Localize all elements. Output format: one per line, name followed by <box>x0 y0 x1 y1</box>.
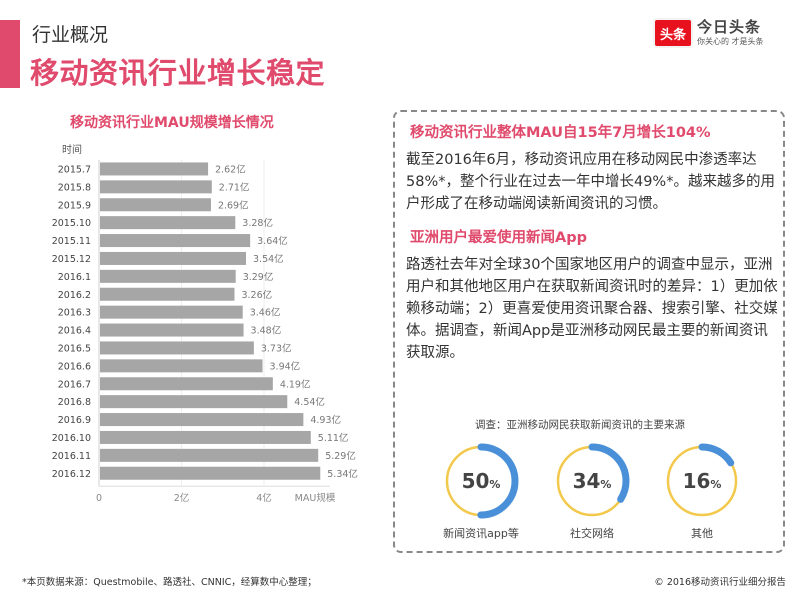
x-axis-title: MAU规模 <box>295 492 336 504</box>
donut-chart <box>443 443 519 519</box>
y-tick-label: 2016.1 <box>58 272 91 283</box>
bar-value-label: 4.19亿 <box>280 378 311 390</box>
bar <box>100 198 211 212</box>
y-tick-label: 2016.10 <box>52 433 91 444</box>
bar <box>100 234 251 248</box>
panel-heading-asia-users: 亚洲用户最爱使用新闻App <box>410 230 587 246</box>
bar <box>100 395 288 409</box>
bar-value-label: 5.11亿 <box>318 432 349 444</box>
donut-value-number: 34 <box>572 469 601 493</box>
bar-value-label: 4.93亿 <box>310 414 341 426</box>
bar-value-label: 3.64亿 <box>257 235 288 247</box>
survey-title: 调查：亚洲移动网民获取新闻资讯的主要来源 <box>475 419 685 431</box>
logo-name: 今日头条 <box>697 18 762 36</box>
donut-value-number: 50 <box>461 469 490 493</box>
y-tick-label: 2016.7 <box>58 379 91 390</box>
bar <box>100 162 209 176</box>
bar <box>100 251 247 265</box>
y-tick-label: 2016.5 <box>58 343 91 354</box>
bar-value-label: 3.26亿 <box>241 289 272 301</box>
y-tick-label: 2015.11 <box>52 236 91 247</box>
donut-label: 社交网络 <box>570 527 614 540</box>
y-tick-label: 2016.3 <box>58 308 91 319</box>
y-tick-label: 2016.11 <box>52 451 91 462</box>
y-tick-label: 2015.7 <box>58 164 91 175</box>
bar-value-label: 3.94亿 <box>270 360 301 372</box>
bar <box>100 323 244 337</box>
bar-value-label: 3.46亿 <box>250 307 281 319</box>
y-axis-title: 时间 <box>62 143 82 156</box>
bar-value-label: 2.69亿 <box>218 199 249 211</box>
donut-value-unit: % <box>600 478 612 491</box>
y-tick-label: 2016.9 <box>58 415 91 426</box>
logo-badge-icon: 头条 <box>655 20 691 46</box>
y-tick-label: 2015.8 <box>58 182 91 193</box>
donut-label: 新闻资讯app等 <box>443 527 519 540</box>
info-panel <box>393 110 785 553</box>
header-accent-bar <box>0 20 20 88</box>
bar-value-label: 2.62亿 <box>215 163 246 175</box>
bar-value-label: 4.54亿 <box>294 396 325 408</box>
donut-label: 其他 <box>691 527 713 540</box>
chart-title: 移动资讯行业MAU规模增长情况 <box>70 115 274 131</box>
section-label: 行业概况 <box>32 24 109 46</box>
bar-value-label: 2.71亿 <box>219 181 250 193</box>
bar-value-label: 3.73亿 <box>261 342 292 354</box>
bar <box>100 413 304 427</box>
donut-value-number: 16 <box>682 469 711 493</box>
donut-chart <box>554 443 630 519</box>
bar <box>100 287 235 301</box>
donut-chart <box>664 443 740 519</box>
y-tick-label: 2016.12 <box>52 469 91 480</box>
donut-arc <box>664 443 740 519</box>
bar <box>100 341 254 355</box>
x-tick-label: 2亿 <box>174 492 190 504</box>
toutiao-logo: 头条 今日头条 你关心的 才是头条 <box>655 19 764 47</box>
bar <box>100 430 311 444</box>
data-source-note: *本页数据来源：Questmobile、路透社、CNNIC，经算数中心整理； <box>22 577 317 588</box>
y-tick-label: 2015.12 <box>52 254 91 265</box>
donut-arc <box>554 443 630 519</box>
y-tick-label: 2016.4 <box>58 326 91 337</box>
y-tick-label: 2015.9 <box>58 200 91 211</box>
y-tick-label: 2016.2 <box>58 290 91 301</box>
x-tick-label: 4亿 <box>256 492 272 504</box>
donut-value-unit: % <box>489 478 501 491</box>
panel-paragraph-penetration: 截至2016年6月，移动资讯应用在移动网民中渗透率达58%*，整个行业在过去一年… <box>406 152 775 212</box>
bar <box>100 377 273 391</box>
bar <box>100 216 236 230</box>
bar-value-label: 3.48亿 <box>251 325 282 337</box>
bar-value-label: 5.34亿 <box>327 468 358 480</box>
donut-value: 16% <box>664 462 740 504</box>
bar-value-label: 5.29亿 <box>325 450 356 462</box>
logo-slogan: 你关心的 才是头条 <box>697 37 764 46</box>
bar-value-label: 3.54亿 <box>253 253 284 265</box>
page-title: 移动资讯行业增长稳定 <box>30 56 326 90</box>
bar-value-label: 3.29亿 <box>243 271 274 283</box>
x-tick-label: 0 <box>96 493 102 504</box>
y-tick-label: 2016.6 <box>58 361 91 372</box>
copyright: © 2016移动资讯行业细分报告 <box>654 577 786 588</box>
y-tick-label: 2015.10 <box>52 218 91 229</box>
donut-arc <box>443 443 519 519</box>
bar-value-label: 3.28亿 <box>242 217 273 229</box>
panel-paragraph-reuters-survey: 路透社去年对全球30个国家地区用户的调查中显示，亚洲用户和其他地区用户在获取新闻… <box>406 257 778 361</box>
y-tick-label: 2016.8 <box>58 397 91 408</box>
donut-value-unit: % <box>710 478 722 491</box>
mau-bar-chart: 时间 2015.7 2.62亿 2015.8 2.71亿 2015.9 2.69亿 2015.… <box>52 143 358 504</box>
donut-value: 50% <box>443 462 519 504</box>
bar <box>100 305 243 319</box>
bar <box>100 269 236 283</box>
donut-value: 34% <box>554 462 630 504</box>
bar <box>100 180 212 194</box>
bar <box>100 359 263 373</box>
bar <box>100 448 319 462</box>
panel-heading-mau-growth: 移动资讯行业整体MAU自15年7月增长104% <box>410 125 711 141</box>
bar <box>100 466 321 480</box>
